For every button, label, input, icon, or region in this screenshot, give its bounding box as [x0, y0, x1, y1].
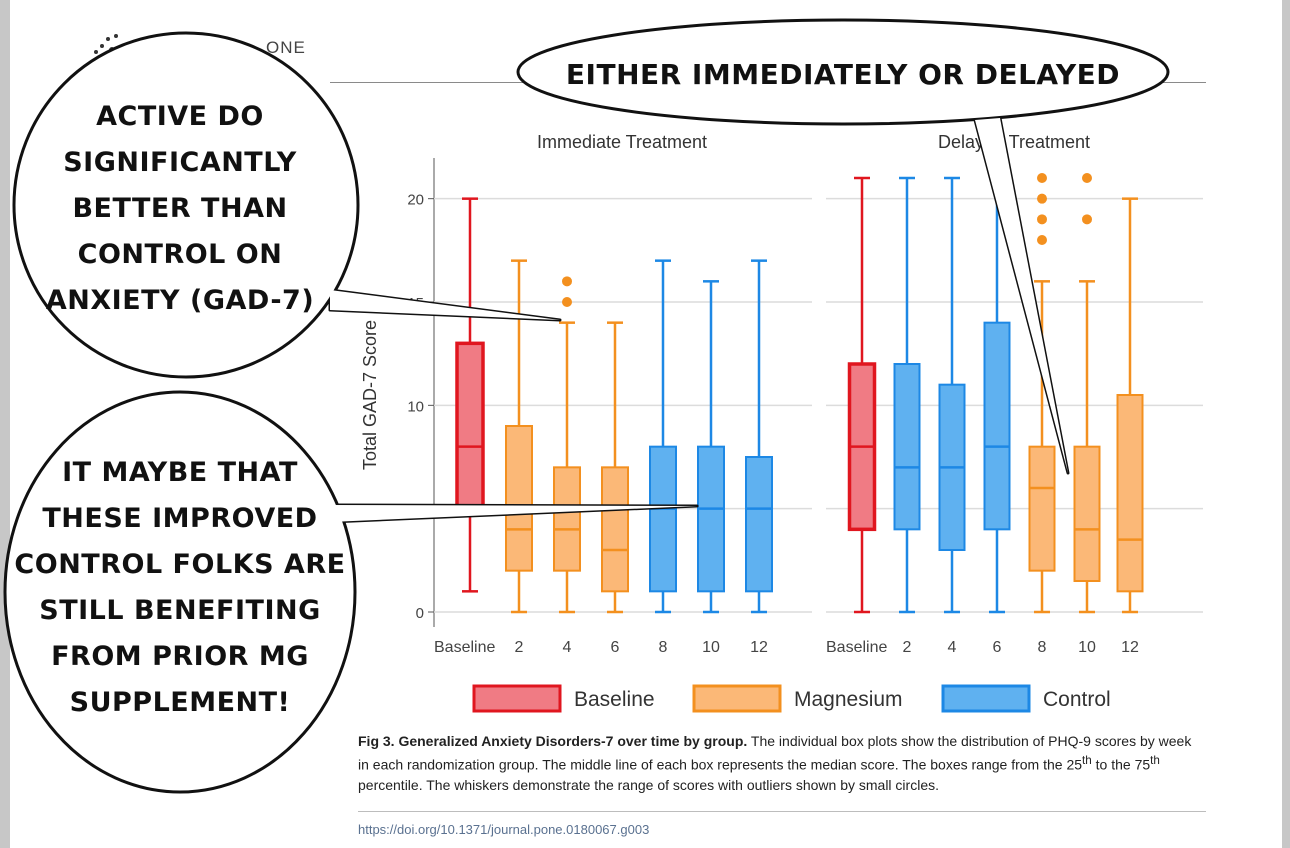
box-control — [697, 280, 725, 614]
bubble-left-bottom-line: STILL BENEFITING — [39, 595, 321, 626]
box-magnesium — [601, 321, 629, 614]
box-body — [601, 466, 629, 593]
x-tick-label: Baseline — [826, 639, 887, 656]
x-tick-label: 6 — [611, 639, 620, 656]
box-magnesium — [553, 276, 581, 614]
outlier-point — [1037, 173, 1047, 183]
y-tick-label: 0 — [416, 605, 424, 622]
bubble-top-tail-fill — [975, 118, 1068, 473]
box-baseline — [455, 197, 485, 593]
box-body — [983, 321, 1011, 531]
bubble-left-bottom-outline — [3, 390, 357, 794]
y-axis-label: Total GAD-7 Score — [360, 320, 380, 470]
bubble-left-top-tail-fill — [330, 290, 560, 320]
caption-text-b: to the 75 — [1091, 756, 1151, 773]
outlier-point — [1037, 193, 1047, 204]
y-tick-label: 20 — [407, 192, 424, 209]
legend-swatch-baseline — [472, 684, 562, 713]
box-control — [893, 176, 921, 614]
x-tick-label: 10 — [702, 639, 720, 656]
legend-label-magnesium: Magnesium — [794, 688, 903, 711]
y-tick-label: 10 — [407, 398, 424, 415]
caption-sup-2: th — [1150, 754, 1160, 767]
box-body — [1073, 445, 1101, 582]
box-magnesium — [1116, 197, 1144, 614]
figure-caption: Fig 3. Generalized Anxiety Disorders-7 o… — [358, 731, 1206, 795]
box-body — [1116, 394, 1144, 593]
bubble-left-top-outline — [12, 31, 360, 379]
x-tick-label: Baseline — [434, 639, 495, 656]
box-body — [697, 445, 725, 593]
bubble-top-line: EITHER IMMEDIATELY OR DELAYED — [566, 58, 1120, 91]
caption-rule — [358, 811, 1206, 812]
box-body — [893, 363, 921, 531]
outlier-point — [1082, 214, 1092, 225]
box-control — [983, 176, 1011, 614]
chart-legend: Baseline Magnesium Control — [472, 684, 1111, 713]
box-control — [745, 259, 773, 614]
legend-label-control: Control — [1043, 688, 1111, 711]
bubble-left-top-line: BETTER THAN — [72, 193, 287, 224]
bubble-left-top-line: ACTIVE DO — [96, 101, 264, 132]
bubble-left-top-line: CONTROL ON — [78, 239, 283, 270]
caption-text-a: The individual box plots show the distri… — [358, 733, 1192, 773]
bubble-left-bottom: IT MAYBE THAT THESE IMPROVED CONTROL FOLKS… — [3, 390, 699, 794]
caption-sup-1: th — [1082, 754, 1092, 767]
x-tick-label: 2 — [903, 639, 912, 656]
bubble-left-bottom-line: FROM PRIOR MG — [51, 641, 309, 672]
outlier-point — [562, 297, 572, 307]
legend-label-baseline: Baseline — [574, 688, 655, 711]
x-tick-label: 12 — [750, 639, 768, 656]
box-control — [938, 176, 966, 614]
bubble-left-bottom-line: THESE IMPROVED — [42, 503, 317, 534]
outlier-point — [562, 276, 572, 287]
page-frame-left — [0, 0, 10, 848]
x-tick-label: 10 — [1078, 639, 1096, 656]
panel-title: Immediate Treatment — [537, 132, 707, 152]
bubble-left-top-line: ANXIETY (GAD-7) — [46, 285, 314, 316]
x-tick-label: 8 — [659, 639, 668, 656]
journal-name-fragment: ONE — [266, 38, 306, 57]
x-tick-label: 4 — [563, 639, 572, 656]
box-baseline — [847, 176, 877, 614]
bubble-left-bottom-tail-fill — [330, 505, 697, 522]
caption-fig-label: Fig 3. — [358, 733, 395, 749]
bubble-left-top: ACTIVE DO SIGNIFICANTLY BETTER THAN CONTROL… — [12, 31, 562, 379]
x-tick-label: 8 — [1038, 639, 1047, 656]
panel-title: Delayed Treatment — [938, 132, 1090, 152]
bubble-left-top-line: SIGNIFICANTLY — [63, 147, 297, 178]
bubble-top: EITHER IMMEDIATELY OR DELAYED — [516, 18, 1170, 475]
legend-swatch-control — [941, 684, 1031, 713]
box-body — [649, 445, 677, 593]
outlier-point — [1082, 173, 1092, 183]
legend-swatch-magnesium — [692, 684, 782, 713]
caption-text-c: percentile. The whiskers demonstrate the… — [358, 776, 939, 793]
bubble-left-bottom-line: SUPPLEMENT! — [70, 687, 291, 718]
outlier-point — [1037, 235, 1047, 245]
speech-bubbles: EITHER IMMEDIATELY OR DELAYED ACTIVE DO SI… — [3, 18, 1170, 794]
x-tick-label: 6 — [993, 639, 1002, 656]
box-magnesium — [505, 259, 533, 614]
box-body — [553, 466, 581, 572]
box-body — [745, 456, 773, 593]
box-magnesium — [1073, 173, 1101, 614]
box-body — [505, 425, 533, 572]
x-tick-label: 2 — [515, 639, 524, 656]
page-frame-right — [1282, 0, 1290, 848]
box-body — [455, 341, 485, 511]
x-tick-label: 12 — [1121, 639, 1139, 656]
panel-boxes — [455, 173, 1144, 614]
caption-title: Generalized Anxiety Disorders-7 over tim… — [398, 733, 748, 749]
bubble-left-bottom-line: CONTROL FOLKS ARE — [14, 549, 345, 580]
box-body — [1028, 445, 1056, 572]
x-tick-label: 4 — [948, 639, 957, 656]
bubble-left-bottom-line: IT MAYBE THAT — [62, 457, 298, 488]
doi-link[interactable]: https://doi.org/10.1371/journal.pone.018… — [358, 822, 650, 837]
bubble-top-outline — [516, 18, 1170, 126]
box-control — [649, 259, 677, 614]
outlier-point — [1037, 214, 1047, 225]
